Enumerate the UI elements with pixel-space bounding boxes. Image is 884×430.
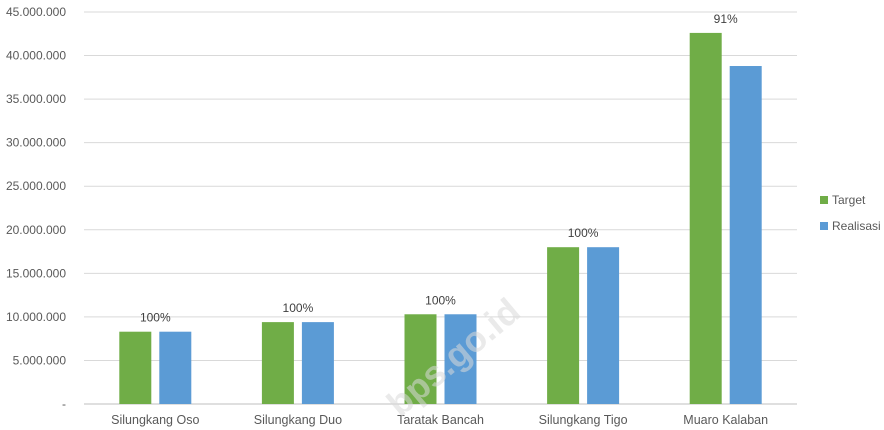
y-tick-label: 45.000.000: [6, 5, 66, 19]
bar-realisasi: [587, 247, 620, 404]
y-tick-label: 20.000.000: [6, 223, 66, 237]
x-tick-label: Silungkang Duo: [254, 413, 342, 427]
bar-target: [404, 314, 437, 404]
legend-swatch: [820, 196, 828, 204]
legend-swatch: [820, 222, 828, 230]
x-tick-label: Silungkang Tigo: [539, 413, 628, 427]
x-tick-label: Taratak Bancah: [397, 413, 484, 427]
data-labels: 100% 100% 100% 100% 91%: [140, 12, 738, 325]
y-tick-label: -: [62, 397, 66, 411]
bar-target: [261, 322, 294, 404]
x-tick-label: Silungkang Oso: [111, 413, 199, 427]
bars: [119, 32, 762, 405]
y-tick-label: 25.000.000: [6, 179, 66, 193]
y-tick-label: 5.000.000: [13, 353, 67, 367]
data-label: 100%: [425, 293, 456, 307]
y-tick-label: 40.000.000: [6, 49, 66, 63]
data-label: 91%: [714, 12, 738, 26]
y-tick-label: 35.000.000: [6, 92, 66, 106]
y-tick-label: 10.000.000: [6, 310, 66, 324]
gridlines: [84, 11, 797, 405]
y-tick-label: 15.000.000: [6, 266, 66, 280]
y-axis: - 5.000.000 10.000.000 15.000.000 20.000.000…: [6, 5, 66, 411]
y-tick-label: 30.000.000: [6, 136, 66, 150]
bar-target: [119, 331, 152, 404]
bar-realisasi: [159, 331, 192, 404]
legend-label: Realisasi: [832, 219, 881, 233]
legend: Target Realisasi: [820, 193, 881, 233]
x-tick-label: Muaro Kalaban: [683, 413, 768, 427]
data-label: 100%: [140, 311, 171, 325]
bar-target: [547, 247, 580, 404]
data-label: 100%: [283, 301, 314, 315]
bar-realisasi: [729, 66, 762, 405]
x-axis: Silungkang Oso Silungkang Duo Taratak Banc…: [111, 413, 768, 427]
bar-realisasi: [444, 314, 477, 404]
bar-realisasi: [301, 322, 334, 404]
bar-target: [689, 32, 722, 404]
legend-label: Target: [832, 193, 866, 207]
data-label: 100%: [568, 226, 599, 240]
